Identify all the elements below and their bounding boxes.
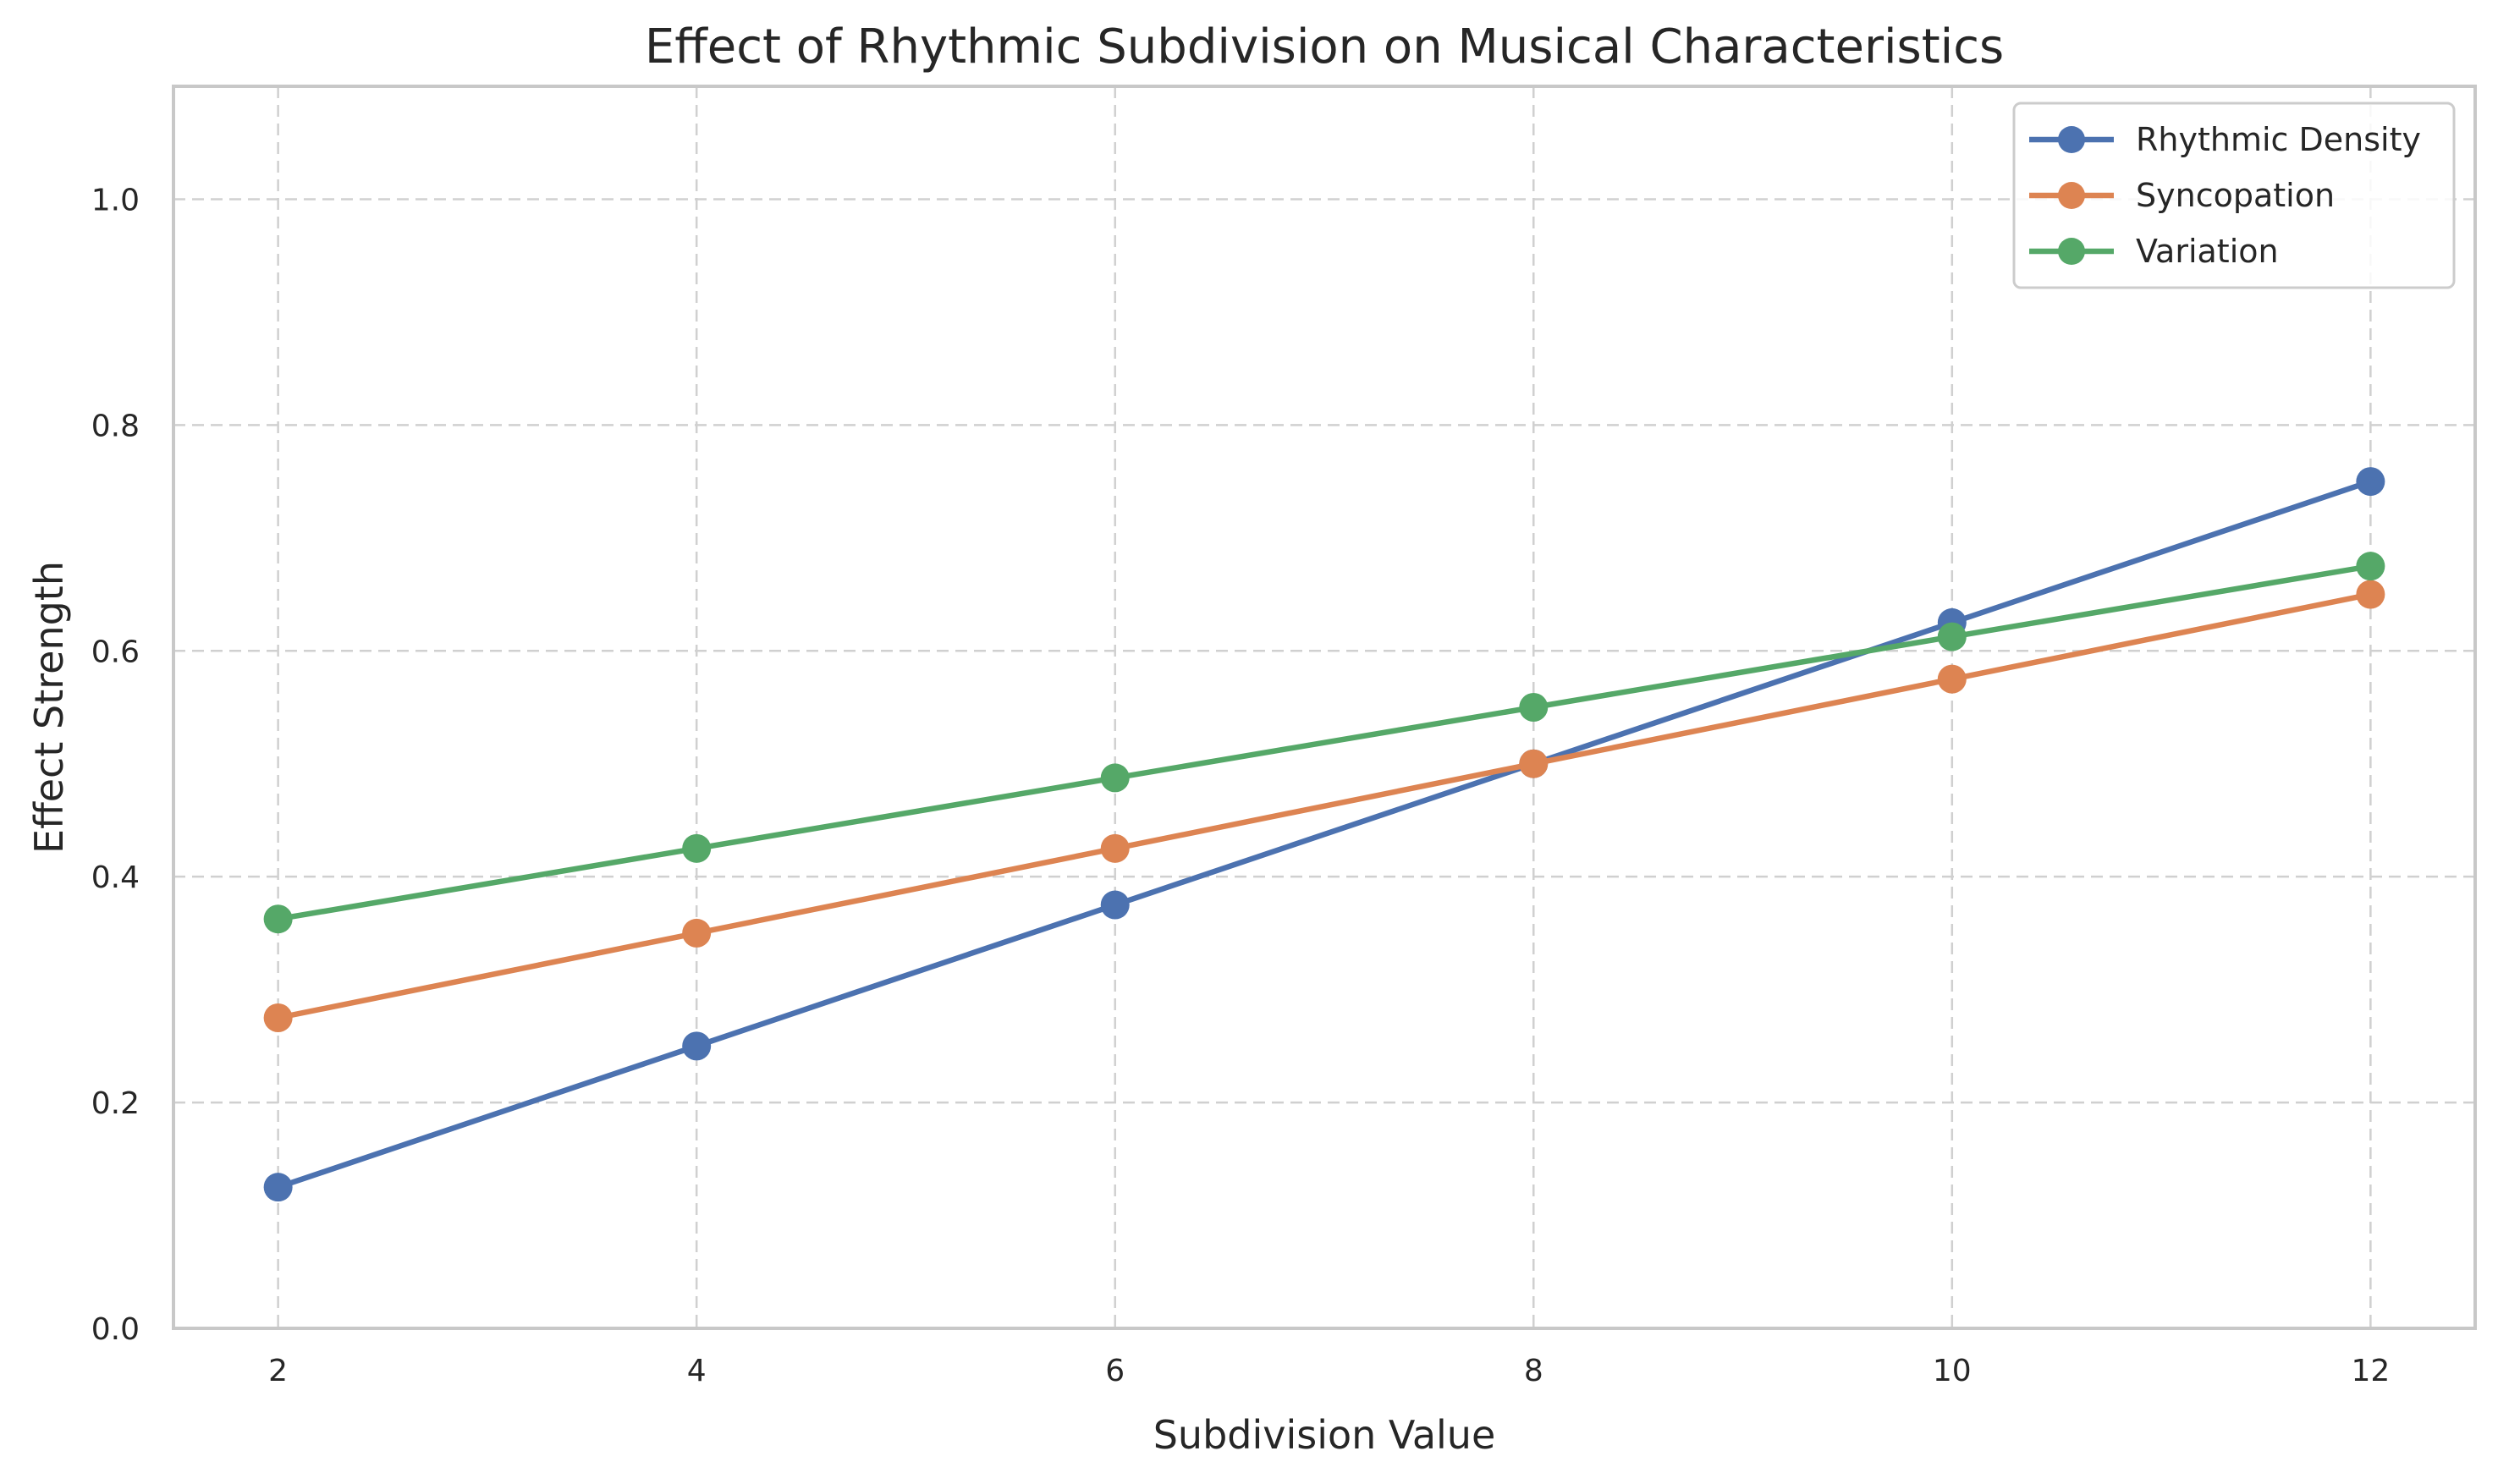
legend-item: Rhythmic Density [2029,121,2421,158]
x-tick-label: 4 [687,1354,707,1388]
legend-label: Syncopation [2136,177,2335,214]
data-point [1100,763,1130,793]
y-axis-label: Effect Strength [26,561,72,854]
legend-label: Rhythmic Density [2136,121,2421,158]
legend-item: Syncopation [2029,177,2335,214]
data-point [263,904,293,934]
data-point [1100,890,1130,920]
data-point [263,1173,293,1202]
data-point [1519,749,1549,778]
series-lines [263,467,2385,1202]
y-tick-label: 0.4 [91,860,140,895]
legend-marker [2058,182,2085,209]
series-line [275,591,2374,1021]
y-tick-label: 0.0 [91,1312,140,1347]
plot-frame [172,85,2477,1330]
legend-label: Variation [2136,233,2279,270]
data-point [1937,622,1967,651]
y-tick-label: 0.2 [91,1086,140,1121]
chart-title: Effect of Rhythmic Subdivision on Musica… [645,19,2004,74]
tick-labels: 2 4 6 8 10 12 0.0 0.2 0.4 0.6 0.8 1.0 [91,183,2391,1388]
x-tick-label: 2 [268,1354,288,1388]
data-point [2356,467,2385,497]
legend-box [2012,102,2456,289]
legend-marker [2058,238,2085,265]
data-point [682,918,712,948]
legend-item: Variation [2029,233,2279,270]
x-tick-label: 6 [1105,1354,1125,1388]
y-tick-label: 0.6 [91,635,140,669]
data-point [2356,580,2385,609]
data-point [1100,833,1130,863]
x-tick-label: 10 [1933,1354,1972,1388]
x-tick-label: 8 [1524,1354,1543,1388]
legend-marker [2058,126,2085,153]
series-line [275,478,2374,1190]
data-point [1519,693,1549,722]
x-tick-label: 12 [2351,1354,2390,1388]
series-line [275,563,2374,922]
data-point [263,1003,293,1032]
y-tick-label: 1.0 [91,183,140,217]
series-3 [263,552,2385,934]
data-point [1937,664,1967,694]
data-point [2356,552,2385,581]
data-point [682,833,712,863]
y-tick-label: 0.8 [91,409,140,443]
x-axis-label: Subdivision Value [1153,1412,1496,1458]
series-2 [263,580,2385,1032]
data-point [682,1031,712,1061]
legend: Rhythmic Density Syncopation Variation [2012,102,2456,289]
